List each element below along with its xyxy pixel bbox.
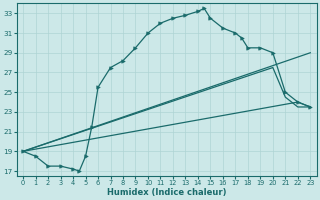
X-axis label: Humidex (Indice chaleur): Humidex (Indice chaleur)	[107, 188, 227, 197]
